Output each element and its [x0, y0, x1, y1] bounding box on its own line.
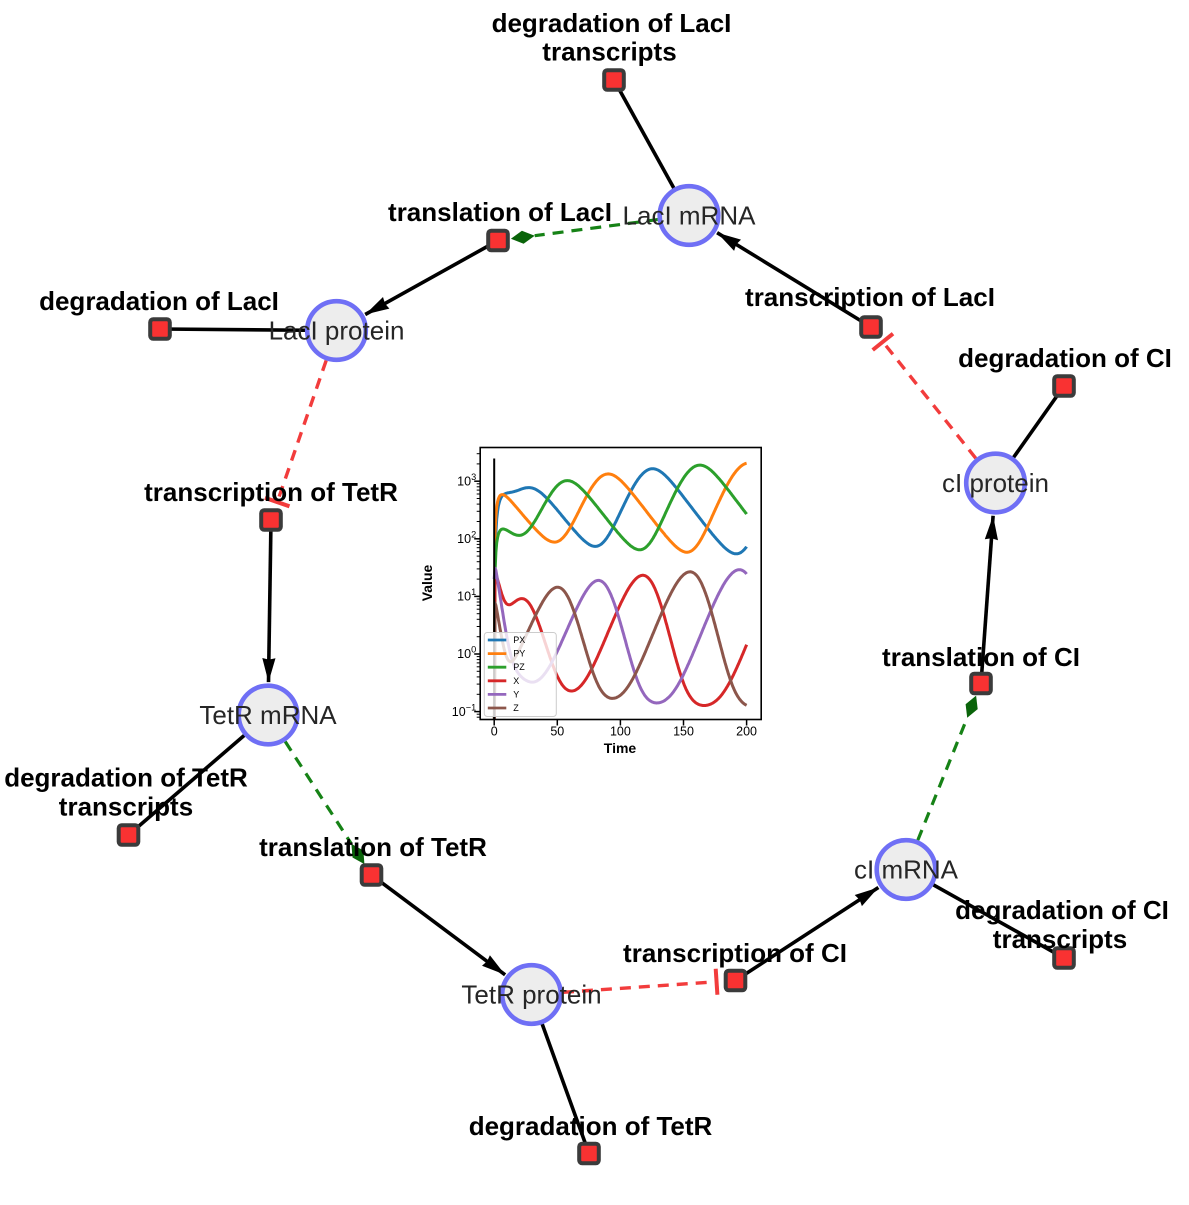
svg-text:degradation of TetR: degradation of TetR — [4, 763, 248, 793]
svg-text:Y: Y — [513, 689, 519, 699]
svg-text:degradation of CI: degradation of CI — [958, 343, 1172, 373]
svg-text:cI protein: cI protein — [942, 468, 1049, 498]
svg-text:PX: PX — [513, 635, 525, 645]
svg-text:150: 150 — [673, 725, 694, 739]
svg-text:100: 100 — [610, 725, 631, 739]
svg-text:LacI mRNA: LacI mRNA — [623, 201, 757, 231]
svg-text:degradation of TetR: degradation of TetR — [469, 1111, 713, 1141]
svg-text:PZ: PZ — [513, 662, 525, 672]
svg-text:TetR protein: TetR protein — [461, 980, 601, 1010]
svg-text:TetR mRNA: TetR mRNA — [199, 700, 337, 730]
svg-text:transcription of CI: transcription of CI — [623, 938, 847, 968]
svg-text:X: X — [513, 676, 519, 686]
svg-text:translation of CI: translation of CI — [882, 642, 1080, 672]
svg-text:degradation of LacI: degradation of LacI — [39, 286, 279, 316]
svg-text:transcripts: transcripts — [993, 924, 1127, 954]
svg-text:transcripts: transcripts — [542, 37, 676, 67]
svg-text:Time: Time — [604, 740, 637, 756]
svg-text:translation of TetR: translation of TetR — [259, 832, 487, 862]
svg-text:transcription of TetR: transcription of TetR — [144, 477, 398, 507]
svg-text:translation of LacI: translation of LacI — [388, 197, 612, 227]
svg-text:50: 50 — [550, 725, 564, 739]
svg-text:cI mRNA: cI mRNA — [854, 855, 959, 885]
svg-text:Value: Value — [419, 565, 435, 602]
svg-text:Z: Z — [513, 703, 519, 713]
svg-text:degradation of LacI: degradation of LacI — [492, 8, 732, 38]
svg-text:transcription of LacI: transcription of LacI — [745, 282, 995, 312]
svg-text:200: 200 — [736, 725, 757, 739]
svg-text:0: 0 — [491, 725, 498, 739]
svg-text:degradation of CI: degradation of CI — [955, 895, 1169, 925]
svg-text:PY: PY — [513, 649, 525, 659]
svg-text:transcripts: transcripts — [59, 792, 193, 822]
svg-text:LacI protein: LacI protein — [269, 316, 405, 346]
